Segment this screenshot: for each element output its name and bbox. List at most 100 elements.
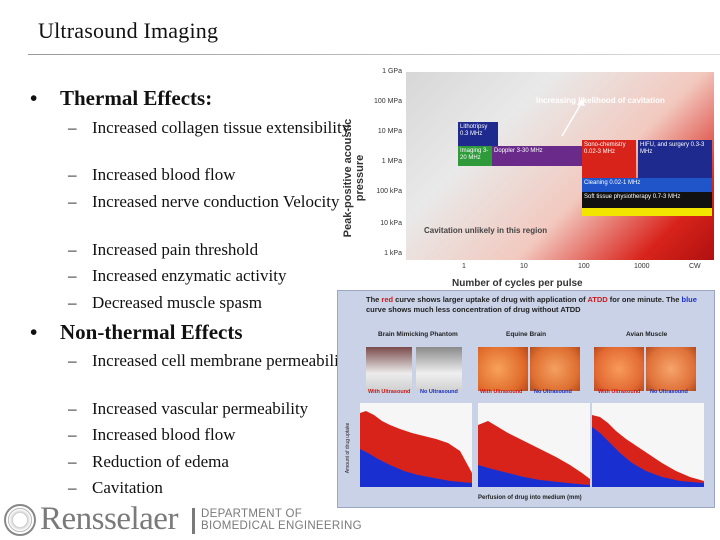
dash: – xyxy=(68,399,77,418)
dept-line: DEPARTMENT OF xyxy=(201,508,303,520)
bullet-dot: • xyxy=(30,86,38,110)
caption-part: curve shows much less concentration of d… xyxy=(366,305,581,314)
graph-x-label: Perfusion of drug into medium (mm) xyxy=(478,495,582,501)
list-item-text: Increased blood flow xyxy=(92,425,236,444)
drug-uptake-panel: The red curve shows larger uptake of dru… xyxy=(337,290,715,508)
with-ultrasound-label: With Ultrasound xyxy=(480,389,523,395)
dept-line: BIOMEDICAL ENGINEERING xyxy=(201,520,362,532)
cleaning-box: Cleaning 0.02-1 MHz xyxy=(582,178,712,192)
list-item-text: Cavitation xyxy=(92,478,163,497)
dash: – xyxy=(68,452,77,471)
doppler-box: Doppler 3-30 MHz xyxy=(492,146,582,166)
caption-red: red xyxy=(381,295,394,304)
graph-y-label: Amount of drug uptake xyxy=(345,422,351,474)
x-tick: CW xyxy=(689,263,701,270)
y-axis-label: Peak-positive acoustic pressure xyxy=(342,118,366,238)
uptake-curves xyxy=(360,411,472,487)
cavitation-unlikely-note: Cavitation unlikely in this region xyxy=(424,226,548,235)
list-item-text: Increased enzymatic activity xyxy=(92,266,287,285)
brain-photo xyxy=(478,347,528,391)
with-ultrasound-label: With Ultrasound xyxy=(368,389,411,395)
list-item: – Decreased muscle spasm xyxy=(68,293,358,313)
phantom-photo xyxy=(366,347,412,391)
thermal-heading-text: Thermal Effects: xyxy=(60,86,213,110)
imaging-box: Imaging 3-20 MHz xyxy=(458,146,492,166)
list-item: – Increased enzymatic activity xyxy=(68,266,358,286)
bullet-dot: • xyxy=(30,320,38,344)
slide-title: Ultrasound Imaging xyxy=(38,18,219,43)
physio-stripe xyxy=(582,208,712,216)
y-tick: 1 GPa xyxy=(382,68,402,75)
pressure-chart: Peak-positive acoustic pressure 1 GPa 10… xyxy=(342,60,720,292)
list-item: – Reduction of edema xyxy=(68,452,358,472)
uptake-graph xyxy=(478,403,590,487)
dash: – xyxy=(68,478,77,497)
list-item: – Increased cell membrane permeability xyxy=(68,351,358,371)
sonochem-box: Sono-chemistry 0.02-3 MHz xyxy=(582,140,636,182)
dash: – xyxy=(68,293,77,312)
y-tick: 1 kPa xyxy=(384,250,402,257)
dash: – xyxy=(68,240,77,259)
nonthermal-heading: • Non-thermal Effects xyxy=(30,320,243,345)
x-tick: 1000 xyxy=(634,263,650,270)
caption-part: The xyxy=(366,295,382,304)
dash: – xyxy=(68,266,77,285)
x-tick: 10 xyxy=(520,263,528,270)
column-heading: Brain Mimicking Phantom xyxy=(378,331,458,338)
list-item-text: Increased vascular permeability xyxy=(92,399,309,418)
department-name: DEPARTMENT OF BIOMEDICAL ENGINEERING xyxy=(201,508,362,532)
blue-uptake-area xyxy=(592,427,704,487)
y-tick: 10 MPa xyxy=(377,128,402,135)
list-item: – Increased blood flow xyxy=(68,425,358,445)
y-tick: 100 kPa xyxy=(376,188,402,195)
no-ultrasound-label: No Ultrasound xyxy=(420,389,458,395)
list-item-text: Increased pain threshold xyxy=(92,240,259,259)
list-item: – Increased blood flow xyxy=(68,165,358,185)
uptake-curves xyxy=(478,421,590,487)
rensselaer-logo: Rensselaer DEPARTMENT OF BIOMEDICAL ENGI… xyxy=(4,501,364,538)
wordmark: Rensselaer xyxy=(40,501,178,537)
column-heading: Avian Muscle xyxy=(626,331,668,338)
cavitation-likelihood-note: Increasing likelihood of cavitation xyxy=(536,96,665,105)
dash: – xyxy=(68,165,77,184)
uptake-graph xyxy=(592,403,704,487)
list-item-text: Increased cell membrane permeability xyxy=(92,351,353,370)
list-item-text: Reduction of edema xyxy=(92,452,229,471)
dash: – xyxy=(68,118,77,137)
seal-icon xyxy=(4,504,36,536)
list-item-text: Increased collagen tissue extensibility xyxy=(92,118,351,137)
physio-box: Soft tissue physiotherapy 0.7-3 MHz xyxy=(582,192,712,208)
brain-photo xyxy=(530,347,580,391)
nonthermal-heading-text: Non-thermal Effects xyxy=(60,320,243,344)
caption-atdd: ATDD xyxy=(587,295,608,304)
dash: – xyxy=(68,425,77,444)
muscle-photo xyxy=(646,347,696,391)
list-item-text: Increased blood flow xyxy=(92,165,236,184)
caption-part: for one minute. The xyxy=(607,295,682,304)
list-item: – Increased pain threshold xyxy=(68,240,358,260)
cavitation-arrow-icon xyxy=(561,98,585,137)
phantom-photo xyxy=(416,347,462,391)
column-heading: Equine Brain xyxy=(506,331,547,338)
hifu-box: HIFU, and surgery 0.3-3 MHz xyxy=(638,140,712,182)
plot-area: Lithotripsy 0.3 MHz Imaging 3-20 MHz Dop… xyxy=(406,72,714,260)
list-item-text: Decreased muscle spasm xyxy=(92,293,262,312)
y-tick: 10 kPa xyxy=(380,220,402,227)
red-uptake-area xyxy=(478,421,590,487)
no-ultrasound-label: No Ultrasound xyxy=(534,389,572,395)
list-item: – Cavitation xyxy=(68,478,358,498)
uptake-graph xyxy=(360,403,472,487)
list-item: – Increased nerve conduction Velocity xyxy=(68,192,358,212)
no-ultrasound-label: No Ultrasound xyxy=(650,389,688,395)
x-tick: 100 xyxy=(578,263,590,270)
title-rule xyxy=(28,54,720,55)
uptake-curves xyxy=(592,415,704,487)
dash: – xyxy=(68,351,77,370)
with-ultrasound-label: With Ultrasound xyxy=(598,389,641,395)
x-axis-label: Number of cycles per pulse xyxy=(452,278,583,289)
caption-blue: blue xyxy=(681,295,697,304)
list-item: – Increased collagen tissue extensibility xyxy=(68,118,358,138)
blue-uptake-area xyxy=(360,449,472,487)
logo-divider xyxy=(192,508,195,534)
y-tick: 100 MPa xyxy=(373,98,402,105)
